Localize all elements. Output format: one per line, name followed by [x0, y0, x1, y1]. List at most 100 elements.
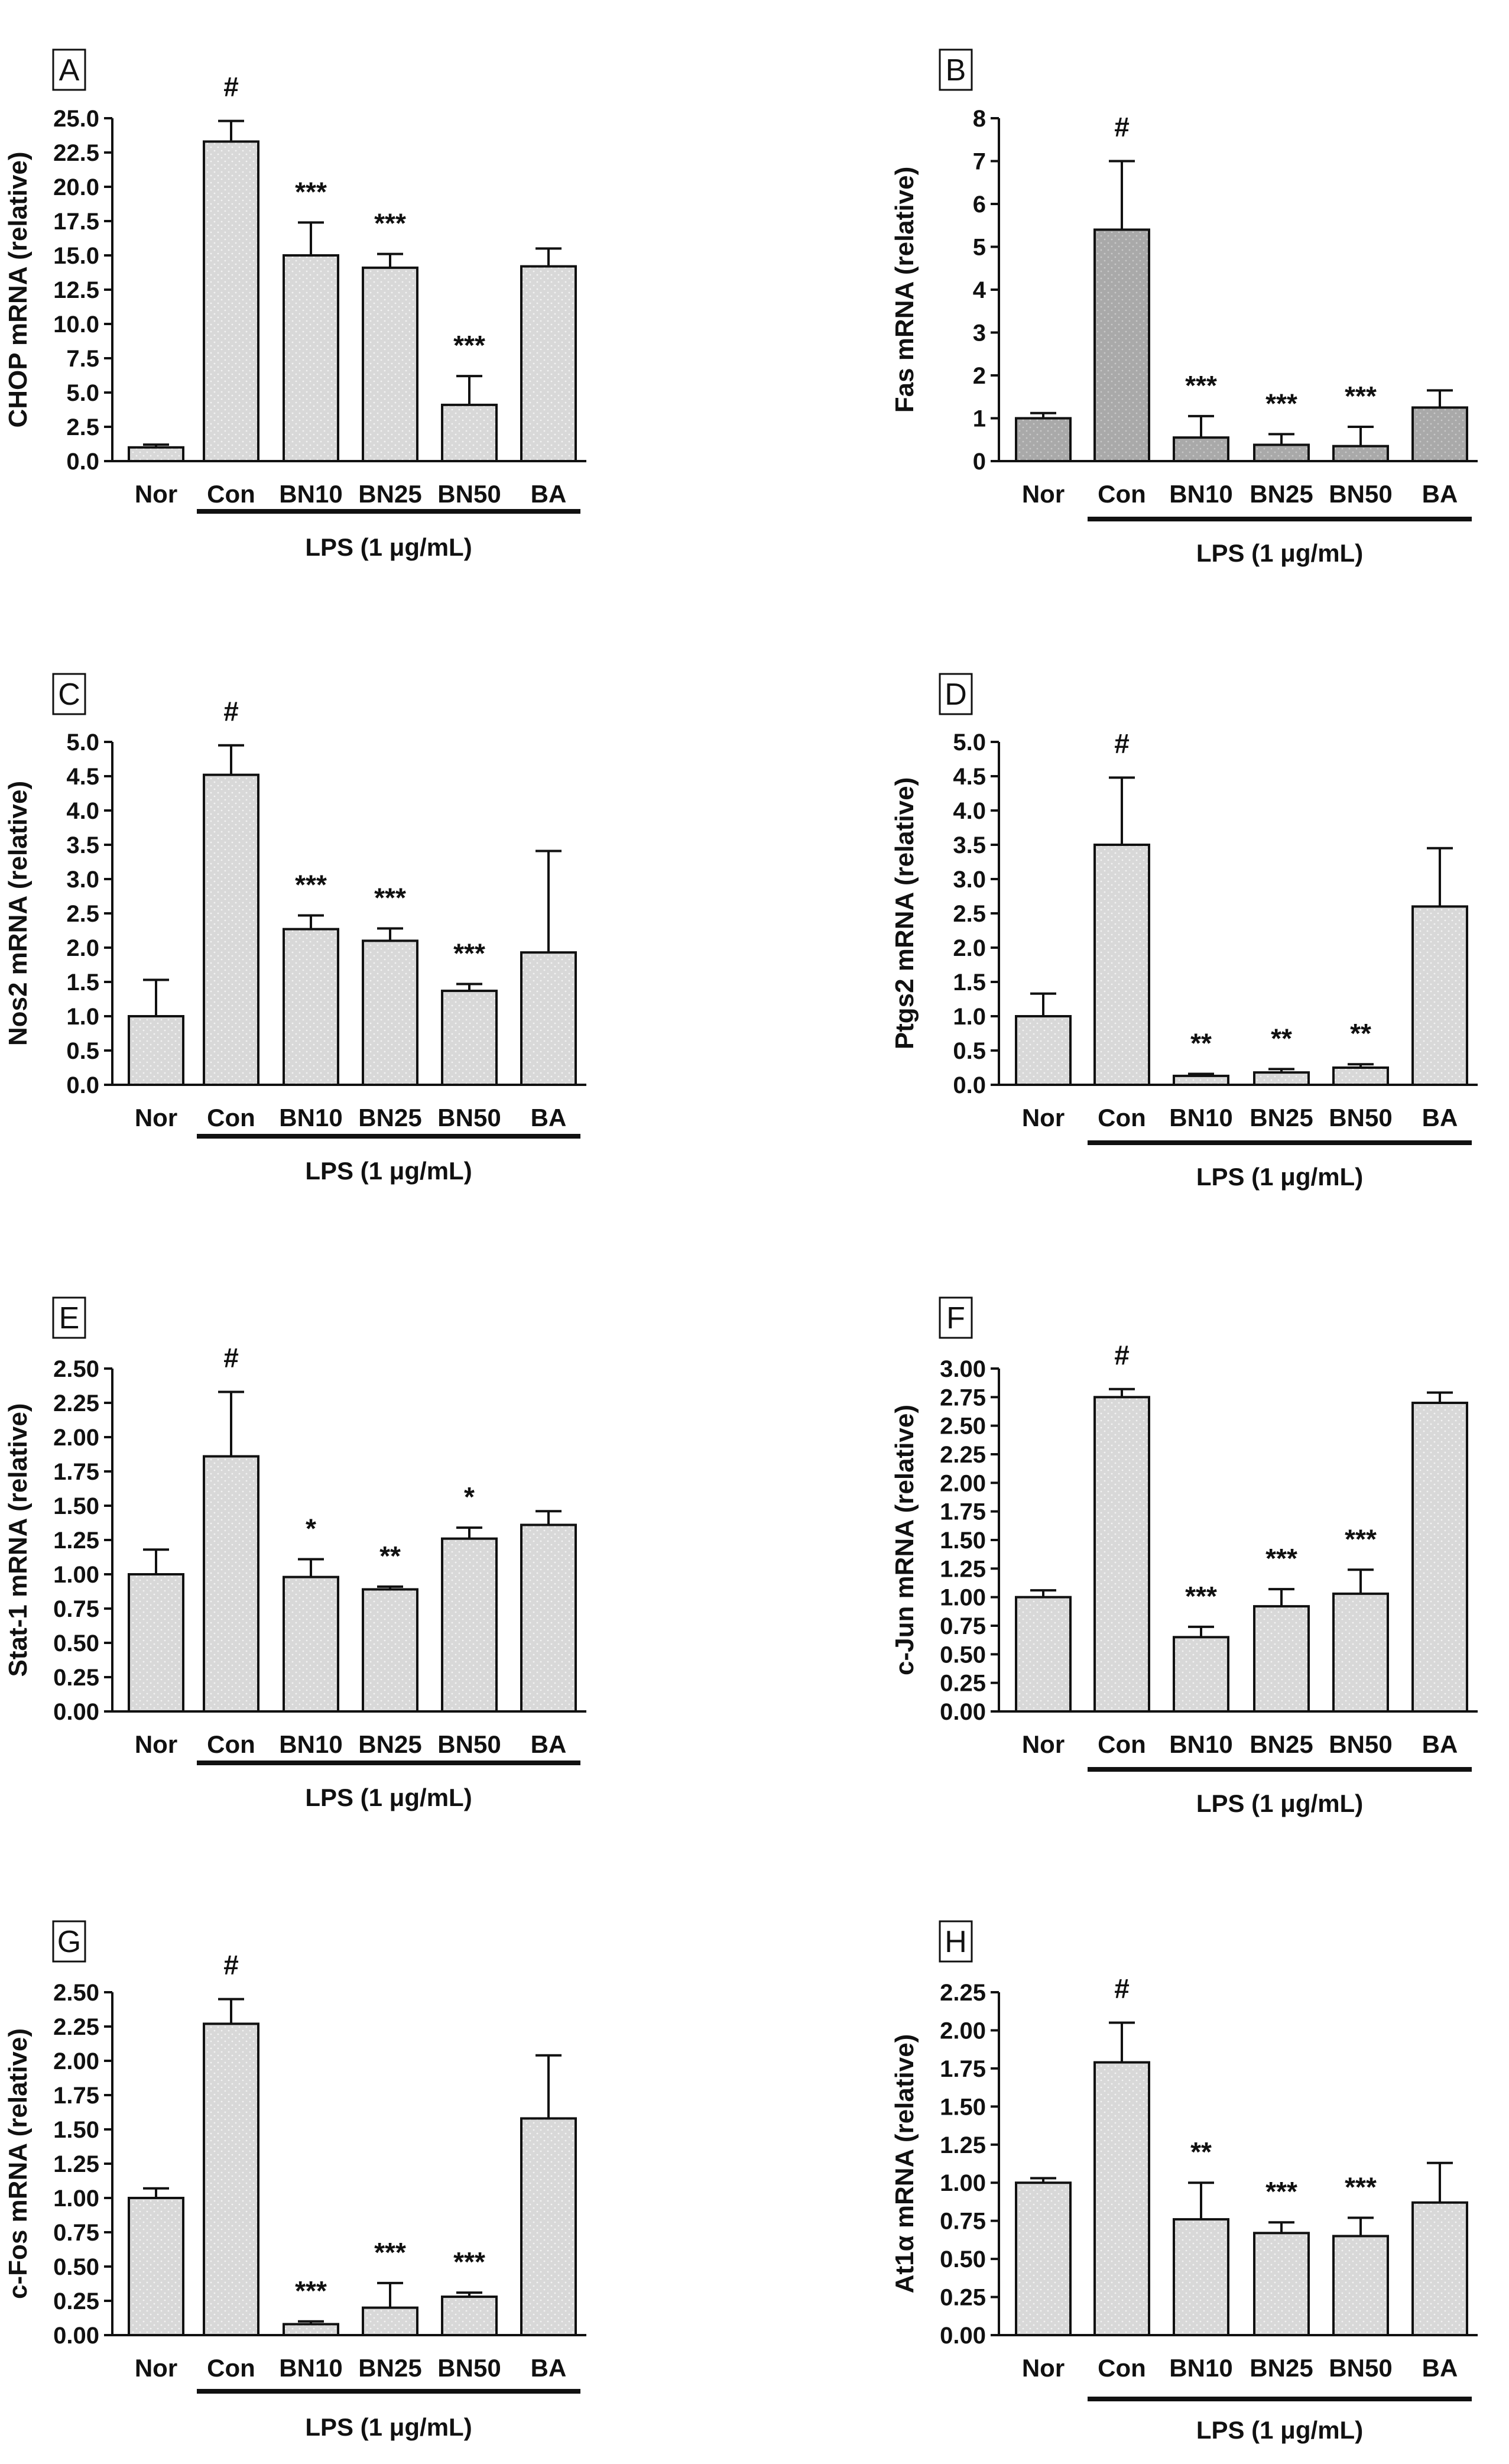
- panel-d-bar: [1093, 844, 1150, 1086]
- panel-a-bar: [283, 254, 339, 462]
- panel-b-y-tick-label: 8: [973, 106, 986, 132]
- panel-c-category-label: BA: [531, 1104, 567, 1132]
- panel-e-bar: [441, 1537, 498, 1713]
- panel-c-y-axis-label: Nos2 mRNA (relative): [4, 781, 33, 1046]
- panel-a-letter: A: [59, 53, 80, 87]
- panel-h-bar: [1253, 2232, 1310, 2336]
- panel-b-bar: [1411, 406, 1468, 462]
- panel-e-lps-label: LPS (1 μg/mL): [305, 1784, 472, 1811]
- panel-d-y-tick-label: 4.5: [953, 764, 986, 790]
- panel-d-significance-label: **: [1190, 1027, 1212, 1058]
- panel-g-y-tick-label: 1.00: [53, 2186, 99, 2212]
- panel-b-bar: [1332, 445, 1389, 462]
- panel-b-y-tick-label: 7: [973, 149, 986, 175]
- panel-h: H 0.00 0.25 0.50 0.75 1.00 1.25 1.50 1.75 2.00 2.2…: [890, 1920, 1478, 2444]
- panel-f-bar: [1253, 1605, 1310, 1713]
- panel-b-lps-label: LPS (1 μg/mL): [1196, 539, 1363, 567]
- panel-f-y-tick-label: 0.25: [940, 1671, 986, 1697]
- panel-h-bar: [1411, 2201, 1468, 2337]
- panel-a-bar: [128, 446, 184, 462]
- panel-c-y-tick-label: 5.0: [66, 730, 99, 756]
- panel-g-y-tick-label: 1.75: [53, 2083, 99, 2109]
- panel-b-y-tick-label: 6: [973, 192, 986, 218]
- panel-g-significance-label: ***: [453, 2246, 485, 2277]
- panel-d-y-tick-label: 1.5: [953, 970, 986, 996]
- panel-h-category-label: BN25: [1250, 2354, 1313, 2382]
- panel-b: B 0 1 2 3 4 5 6 7 8 Fas mRNA (relative) Nor Con # BN10…: [890, 48, 1478, 567]
- panel-e-y-tick-label: 2.25: [53, 1390, 99, 1416]
- panel-g-bar: [203, 2022, 259, 2337]
- panel-h-y-tick-label: 1.75: [940, 2056, 986, 2082]
- panel-a-y-tick-label: 17.5: [53, 209, 99, 235]
- panel-a-y-tick-label: 22.5: [53, 140, 99, 166]
- panel-e-bar: [362, 1588, 418, 1713]
- panel-b-y-tick-label: 0: [973, 449, 986, 475]
- panel-c-y-tick-label: 3.0: [66, 867, 99, 893]
- panel-e-bar: [203, 1455, 259, 1713]
- panel-f-significance-label: ***: [1265, 1543, 1297, 1574]
- panel-a-y-tick-label: 15.0: [53, 243, 99, 269]
- panel-c-category-label: BN50: [437, 1104, 501, 1132]
- panel-d-significance-label: **: [1271, 1023, 1292, 1053]
- panel-e-y-tick-label: 0.50: [53, 1630, 99, 1656]
- panel-f-bar: [1015, 1596, 1072, 1713]
- panel-a-y-axis-label: CHOP mRNA (relative): [4, 151, 33, 427]
- panel-c-category-label: Con: [207, 1104, 255, 1132]
- panel-a-y-tick-label: 5.0: [66, 380, 99, 406]
- panel-b-y-tick-label: 1: [973, 406, 986, 432]
- panel-h-y-tick-label: 0.00: [940, 2323, 986, 2349]
- panel-c-y-tick-label: 4.0: [66, 798, 99, 824]
- panel-f-lps-label: LPS (1 μg/mL): [1196, 1789, 1363, 1817]
- panel-c-y-tick-label: 3.5: [66, 832, 99, 858]
- panel-c-bar: [283, 928, 339, 1087]
- panel-c-y-tick-label: 1.0: [66, 1004, 99, 1030]
- panel-f-significance-label: #: [1114, 1340, 1130, 1370]
- panel-c-bar: [520, 951, 577, 1086]
- panel-g-category-label: BN25: [358, 2354, 421, 2382]
- panel-a-significance-label: ***: [374, 208, 406, 239]
- panel-f-bar: [1173, 1636, 1229, 1713]
- panel-d-letter-box: [939, 673, 973, 715]
- panel-d-y-tick-label: 0.0: [953, 1072, 986, 1098]
- panel-h-category-label: BN10: [1169, 2354, 1232, 2382]
- panel-e-y-tick-label: 1.25: [53, 1528, 99, 1554]
- panel-f-y-tick-label: 1.25: [940, 1556, 986, 1582]
- panel-f-bar: [1411, 1402, 1468, 1713]
- panel-h-y-tick-label: 2.00: [940, 2018, 986, 2044]
- panel-f-bar: [1093, 1396, 1150, 1713]
- panel-h-bar: [1015, 2181, 1072, 2336]
- panel-e-bar: [283, 1575, 339, 1713]
- panel-h-category-label: BN50: [1329, 2354, 1392, 2382]
- panel-a-significance-label: ***: [295, 176, 327, 207]
- panel-h-y-tick-label: 1.50: [940, 2094, 986, 2120]
- panel-c-significance-label: #: [223, 696, 239, 727]
- panel-g-y-tick-label: 1.25: [53, 2151, 99, 2177]
- panel-d-category-label: BN25: [1250, 1104, 1313, 1132]
- panel-g-y-tick-label: 0.25: [53, 2288, 99, 2314]
- panel-a-bar: [441, 403, 498, 463]
- panel-e-category-label: Con: [207, 1730, 255, 1758]
- panel-f-y-tick-label: 0.50: [940, 1642, 986, 1668]
- panel-h-y-tick-label: 1.25: [940, 2132, 986, 2158]
- panel-f-y-tick-label: 0.75: [940, 1613, 986, 1639]
- panel-e-y-tick-label: 1.75: [53, 1459, 99, 1485]
- panel-c-bar: [203, 773, 259, 1087]
- panel-g-significance-label: ***: [295, 2275, 327, 2306]
- panel-b-bar: [1015, 417, 1072, 462]
- panel-b-y-tick-label: 5: [973, 235, 986, 261]
- panel-e-category-label: Nor: [135, 1730, 177, 1758]
- panel-e-y-axis-label: Stat-1 mRNA (relative): [4, 1403, 33, 1677]
- panel-h-significance-label: **: [1190, 2136, 1212, 2167]
- panel-e-y-tick-label: 1.50: [53, 1493, 99, 1519]
- panel-a-y-tick-label: 10.0: [53, 312, 99, 338]
- panel-h-significance-label: ***: [1345, 2172, 1377, 2203]
- panel-c-y-tick-label: 0.5: [66, 1038, 99, 1064]
- panel-e-significance-label: **: [379, 1541, 401, 1571]
- panel-g-letter-box: [52, 1920, 86, 1963]
- panel-g-bar: [441, 2296, 498, 2337]
- panel-b-letter: B: [946, 53, 966, 87]
- panel-g-y-tick-label: 2.50: [53, 1980, 99, 2006]
- panel-c-bar: [362, 939, 418, 1087]
- panel-a-bar: [520, 265, 577, 462]
- panel-c-letter: C: [58, 677, 80, 712]
